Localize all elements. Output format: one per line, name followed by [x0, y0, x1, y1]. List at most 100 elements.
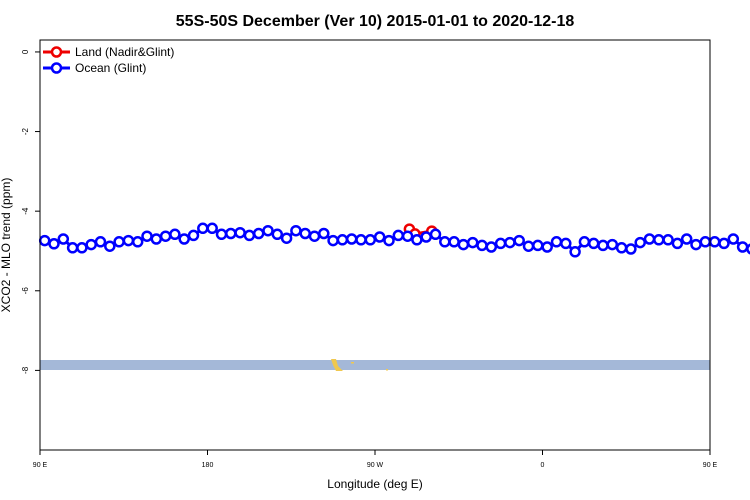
data-point	[336, 234, 349, 246]
data-point	[420, 231, 432, 243]
data-point	[308, 230, 321, 242]
series-layer	[38, 222, 750, 258]
data-point	[634, 236, 646, 249]
y-tick-label: -8	[21, 366, 30, 374]
data-point	[57, 233, 70, 245]
data-point	[587, 237, 600, 250]
data-point	[76, 242, 88, 254]
x-tick-label: 90 E	[33, 462, 48, 469]
data-point	[439, 236, 451, 248]
x-tick-label: 90 W	[367, 462, 384, 469]
legend-label-ocean: Ocean (Glint)	[75, 61, 146, 75]
data-point	[476, 239, 488, 252]
y-tick-label: -2	[21, 127, 30, 135]
data-point	[104, 240, 116, 252]
data-point	[392, 229, 405, 242]
x-tick-label: 90 E	[703, 462, 718, 469]
data-point	[141, 230, 153, 242]
data-point	[485, 241, 498, 253]
data-point	[606, 238, 619, 251]
legend: Land (Nadir&Glint) Ocean (Glint)	[43, 45, 174, 75]
data-point	[411, 234, 423, 246]
data-point	[504, 236, 516, 249]
data-point	[206, 222, 218, 235]
data-point	[345, 233, 358, 245]
data-point	[429, 228, 442, 241]
land-strip	[331, 359, 343, 371]
data-point	[746, 243, 750, 255]
land-speck	[386, 369, 388, 371]
x-tick-label: 180	[202, 462, 214, 469]
data-point	[159, 230, 172, 242]
data-point	[113, 236, 125, 248]
y-ticks: 0 -2 -4 -6 -8	[21, 49, 40, 374]
data-point	[560, 237, 572, 250]
data-point	[550, 236, 563, 248]
data-point	[532, 239, 544, 252]
data-point	[401, 230, 414, 242]
data-point	[625, 243, 637, 255]
data-point	[122, 234, 135, 247]
legend-marker-ocean	[50, 62, 63, 74]
data-point	[699, 236, 712, 248]
data-point	[662, 234, 674, 246]
data-point	[457, 238, 470, 251]
chart-title: 55S-50S December (Ver 10) 2015-01-01 to …	[176, 13, 575, 30]
data-point	[448, 236, 460, 248]
data-point	[373, 231, 386, 243]
data-point	[690, 238, 702, 251]
data-point	[364, 234, 377, 246]
data-point	[271, 228, 284, 241]
data-point	[513, 234, 525, 247]
data-point	[578, 236, 591, 248]
data-point	[150, 233, 163, 245]
ocean-band	[40, 360, 710, 370]
data-point	[569, 246, 581, 258]
legend-marker-land	[50, 46, 63, 58]
y-axis-label: XCO2 - MLO trend (ppm)	[0, 178, 13, 313]
data-point	[318, 227, 330, 240]
data-point	[280, 232, 293, 244]
data-point	[671, 237, 684, 250]
data-point	[131, 236, 144, 248]
data-point	[708, 236, 721, 248]
data-point	[643, 233, 656, 245]
data-point	[383, 234, 395, 247]
data-point	[38, 234, 51, 247]
y-tick-label: 0	[21, 49, 30, 54]
legend-label-land: Land (Nadir&Glint)	[75, 45, 174, 59]
data-point	[680, 233, 693, 245]
data-point	[727, 233, 740, 245]
data-point	[597, 239, 609, 252]
y-tick-label: -6	[21, 287, 30, 295]
data-point	[225, 227, 237, 240]
data-point	[466, 236, 479, 249]
data-point	[290, 224, 302, 237]
data-point	[262, 224, 274, 237]
data-point	[234, 226, 246, 239]
x-axis-label: Longitude (deg E)	[327, 477, 422, 491]
data-point	[85, 238, 97, 251]
data-point	[169, 228, 181, 241]
data-point	[94, 236, 107, 248]
data-point	[522, 240, 535, 252]
y-tick-label: -4	[21, 207, 30, 215]
x-ticks: 90 E 180 90 W 0 90 E	[33, 450, 718, 469]
data-point	[66, 242, 79, 254]
data-point	[243, 229, 256, 242]
data-point	[615, 242, 628, 254]
data-point	[494, 237, 507, 250]
land-ocean-band	[40, 359, 710, 371]
data-point	[215, 228, 228, 241]
x-tick-label: 0	[541, 462, 545, 469]
data-point	[187, 229, 200, 242]
data-point	[736, 241, 749, 253]
data-point	[252, 227, 265, 240]
data-point	[299, 227, 311, 240]
data-point	[178, 233, 190, 245]
data-point	[355, 234, 367, 246]
data-point	[197, 222, 209, 235]
data-point	[541, 241, 553, 253]
data-point	[718, 237, 730, 250]
